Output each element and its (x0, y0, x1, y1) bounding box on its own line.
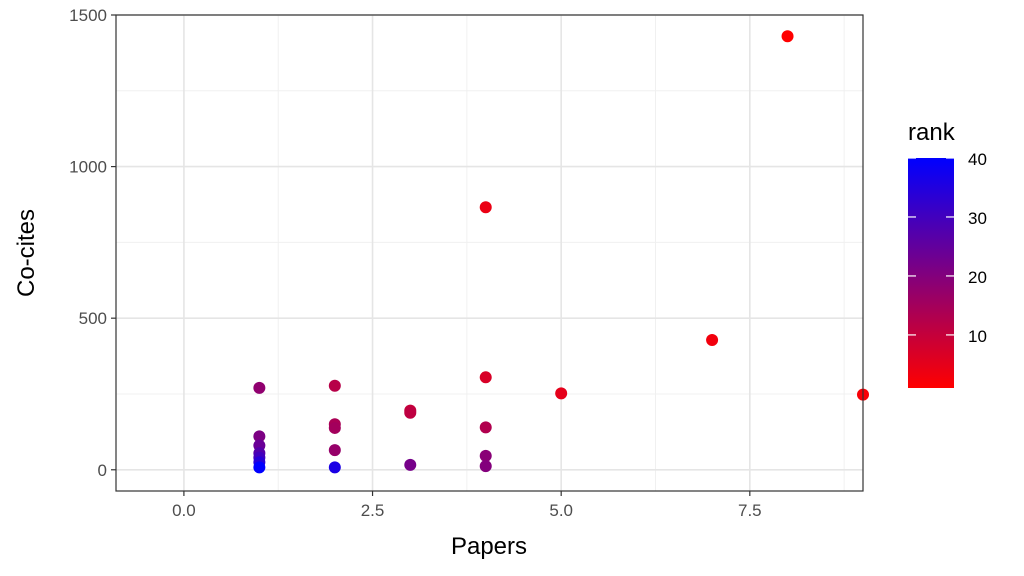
x-tick-label: 2.5 (361, 501, 385, 520)
data-point (404, 406, 417, 419)
data-point (479, 449, 492, 462)
data-point (328, 444, 341, 457)
legend-tick-label: 20 (968, 268, 987, 287)
data-points (253, 30, 869, 474)
legend-title: rank (908, 119, 956, 146)
data-point (479, 201, 492, 214)
data-point (253, 381, 266, 394)
x-axis-title: Papers (451, 533, 527, 560)
color-legend: rank 10 20 30 40 (908, 119, 987, 388)
data-point (706, 334, 719, 347)
data-point (328, 461, 341, 474)
plot-panel (116, 15, 863, 491)
legend-tick-label: 10 (968, 327, 987, 346)
x-tick-label: 5.0 (549, 501, 573, 520)
y-tick-label: 500 (79, 309, 107, 328)
y-axis-title: Co-cites (13, 209, 40, 297)
data-point (253, 461, 266, 474)
data-point (781, 30, 794, 43)
legend-ticks: 10 20 30 40 (908, 150, 987, 346)
x-tick-label: 7.5 (738, 501, 762, 520)
y-tick-label: 0 (98, 461, 107, 480)
legend-colorbar (908, 158, 954, 388)
y-axis-ticks: 0 500 1000 1500 (69, 6, 116, 480)
y-tick-label: 1000 (69, 158, 107, 177)
data-point (328, 379, 341, 392)
minor-gridlines (116, 15, 863, 491)
data-point (479, 421, 492, 434)
x-axis-ticks: 0.0 2.5 5.0 7.5 (172, 491, 762, 520)
plot-border (115, 14, 864, 492)
data-point (404, 458, 417, 471)
data-point (253, 430, 266, 443)
data-point (555, 387, 568, 400)
data-point (479, 371, 492, 384)
legend-tick-label: 30 (968, 209, 987, 228)
x-tick-label: 0.0 (172, 501, 196, 520)
legend-tick-label: 40 (968, 150, 987, 169)
y-tick-label: 1500 (69, 6, 107, 25)
data-point (328, 421, 341, 434)
data-point (479, 460, 492, 473)
